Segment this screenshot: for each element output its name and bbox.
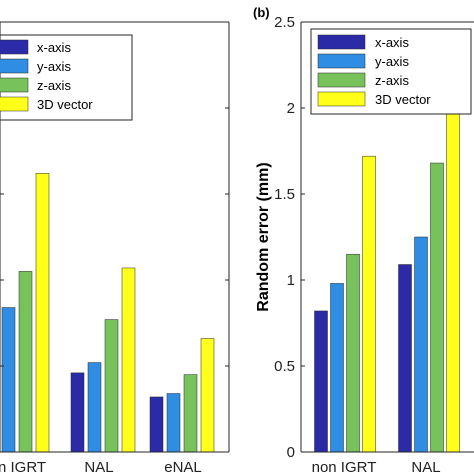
legend-label: y-axis	[375, 54, 409, 69]
legend-label: 3D vector	[375, 92, 431, 107]
category-label: NAL	[411, 459, 440, 474]
panel-b: (b) 0 0.5 1 1.5 2 2.5 Random error (mm) non I…	[253, 5, 474, 474]
bar	[1, 307, 16, 453]
bar	[121, 267, 136, 453]
panel-b-label: (b)	[253, 5, 270, 20]
bar	[346, 253, 360, 453]
panel-a-legend: x-axis y-axis z-axis 3D vector	[0, 34, 133, 121]
panel-b-ticks: 0 0.5 1 1.5 2 2.5	[274, 14, 305, 461]
bar	[87, 362, 102, 453]
bar	[183, 374, 198, 453]
bar	[362, 155, 376, 453]
legend-label: x-axis	[375, 35, 409, 50]
panel-b-bars	[314, 44, 460, 453]
legend-label: z-axis	[37, 78, 71, 93]
panel-b-legend: x-axis y-axis z-axis 3D vector	[310, 28, 472, 115]
y-tick-label: 2	[287, 100, 295, 117]
y-tick-label: 2.5	[274, 14, 295, 31]
legend-swatch	[0, 96, 29, 112]
category-label: NAL	[84, 459, 113, 474]
bar	[18, 271, 33, 453]
panel-b-ylabel: Random error (mm)	[255, 162, 272, 311]
bar	[430, 162, 444, 453]
bar	[314, 310, 328, 453]
bar	[104, 319, 119, 453]
bar	[398, 264, 412, 453]
y-tick-label: 1	[287, 272, 295, 289]
legend-label: z-axis	[375, 73, 409, 88]
panel-b-category-labels: non IGRT NAL	[312, 459, 441, 474]
bar	[149, 396, 164, 453]
bar	[35, 173, 50, 453]
panel-a-category-labels: n IGRT NAL eNAL	[0, 459, 202, 474]
bar	[414, 236, 428, 453]
legend-swatch	[317, 91, 366, 107]
category-label: non IGRT	[312, 459, 377, 474]
category-label: eNAL	[164, 459, 202, 474]
y-tick-label: 0.5	[274, 358, 295, 375]
panel-a: n IGRT NAL eNAL x-axis y-axis z-axis 3D …	[0, 21, 230, 474]
panel-a-bars	[1, 173, 215, 453]
legend-label: 3D vector	[37, 97, 93, 112]
legend-swatch	[0, 39, 29, 55]
y-tick-label: 1.5	[274, 186, 295, 203]
legend-label: x-axis	[37, 40, 71, 55]
bar	[70, 372, 85, 453]
legend-swatch	[0, 77, 29, 93]
category-label: n IGRT	[0, 459, 46, 474]
legend-label: y-axis	[37, 59, 71, 74]
legend-swatch	[317, 53, 366, 69]
legend-swatch	[317, 34, 366, 50]
bar	[330, 283, 344, 453]
y-tick-label: 0	[287, 444, 295, 461]
legend-swatch	[0, 58, 29, 74]
bar	[166, 393, 181, 453]
bar	[200, 338, 215, 453]
legend-swatch	[317, 72, 366, 88]
